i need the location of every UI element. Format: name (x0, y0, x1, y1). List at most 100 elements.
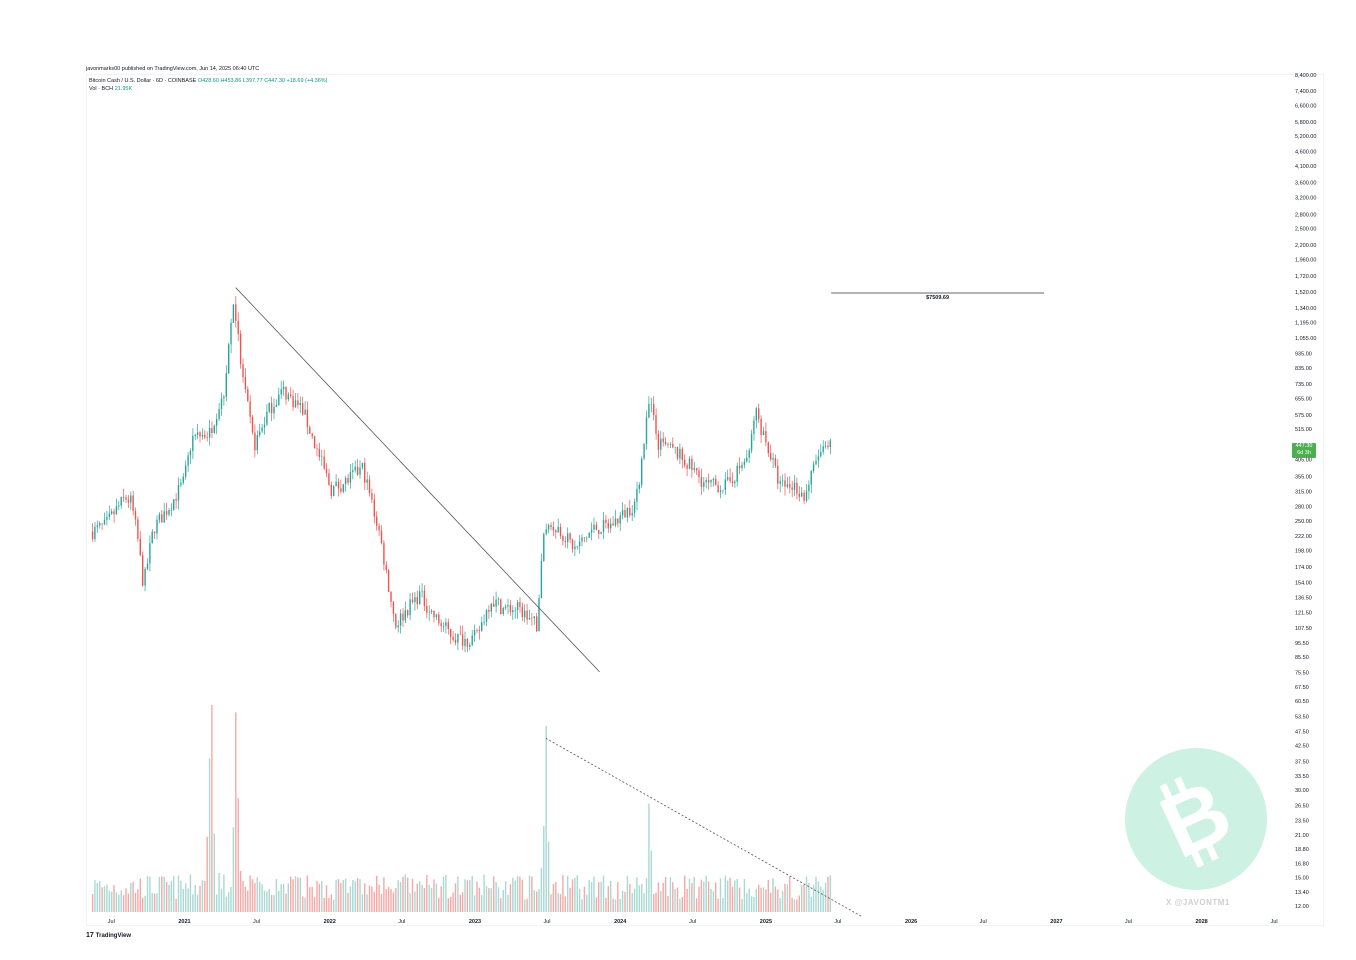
volume-bar (464, 879, 466, 912)
volume-bar (578, 889, 581, 912)
candle-body (748, 450, 750, 458)
volume-bar (146, 876, 149, 912)
candle-body (223, 396, 225, 399)
volume-bar (294, 876, 297, 912)
volume-bar (545, 725, 547, 912)
tradingview-logo[interactable]: 17 TradingView (86, 932, 131, 939)
volume-bar (249, 875, 251, 912)
candle-body (777, 465, 779, 484)
volume-bar (261, 884, 263, 912)
candle-body (526, 610, 528, 620)
volume-bar (600, 881, 602, 912)
high-value: H453.86 (220, 78, 242, 84)
volume-bar (493, 876, 495, 912)
volume-bar (285, 893, 287, 912)
publisher-line: javonmarks00 published on TradingView.co… (86, 66, 259, 72)
candle-body (793, 482, 796, 490)
volume-bar (256, 877, 258, 912)
candle-body (607, 523, 609, 529)
candle-body (674, 446, 676, 448)
volume-bar (134, 892, 137, 912)
volume-bar (796, 899, 798, 912)
volume-bar (519, 876, 521, 912)
candle-body (693, 467, 695, 470)
candle-body (550, 525, 552, 527)
candle-body (440, 623, 442, 627)
volume-bar (304, 897, 306, 912)
volume-bar (504, 881, 507, 912)
candle-body (342, 484, 344, 492)
volume-bar (466, 880, 469, 912)
volume-bar (684, 875, 686, 912)
volume-bar (299, 877, 301, 912)
volume-bar (514, 880, 516, 912)
volume-bar (672, 882, 674, 912)
volume-bar (344, 878, 347, 912)
volume-bar (655, 892, 657, 912)
y-tick-label: 405.00 (1295, 458, 1312, 464)
candle-body (103, 519, 106, 525)
candle-body (435, 614, 438, 618)
volume-bar (127, 893, 130, 912)
candle-body (120, 497, 122, 506)
candle-body (156, 519, 158, 534)
volume-bar (218, 873, 220, 912)
candle-body (750, 434, 753, 451)
candle-body (586, 537, 588, 539)
symbol-title[interactable]: Bitcoin Cash / U.S. Dollar · 6D · COINBA… (89, 78, 197, 84)
candle-body (325, 468, 328, 474)
volume-bar (318, 883, 321, 912)
volume-bar (495, 881, 497, 912)
volume-bar (290, 876, 292, 912)
candle-body (633, 501, 636, 513)
volume-bar (440, 886, 442, 912)
candle-body (287, 394, 289, 400)
volume-bar (781, 891, 784, 912)
candle-body (466, 639, 469, 647)
volume-bar (612, 898, 614, 912)
volume-bar (657, 882, 660, 912)
volume-bar (423, 888, 426, 912)
volume-bar (91, 894, 94, 912)
volume-bar (815, 876, 817, 912)
candle-body (132, 495, 134, 511)
candle-body (531, 617, 533, 619)
x-tick-label: 2028 (1195, 919, 1207, 925)
volume-bar (280, 884, 282, 912)
candle-body (206, 437, 208, 438)
candle-body (538, 598, 540, 632)
candle-body (500, 599, 502, 614)
candle-body (593, 524, 595, 530)
candle-body (266, 411, 268, 425)
candle-body (335, 481, 337, 487)
y-tick-label: 75.50 (1295, 671, 1309, 677)
volume-bar (626, 876, 629, 912)
candle-body (328, 473, 330, 485)
volume-bar (292, 879, 294, 912)
volume-label[interactable]: Vol · BCH (89, 86, 114, 92)
volume-bar (115, 892, 118, 912)
candle-body (664, 442, 667, 444)
y-tick-label: 53.50 (1295, 714, 1309, 720)
volume-bar (101, 887, 103, 912)
y-tick-label: 21.00 (1295, 833, 1309, 839)
volume-bar (638, 885, 640, 912)
candle-body (798, 493, 800, 497)
volume-bar (636, 877, 638, 912)
candle-body (125, 497, 127, 500)
candle-body (242, 364, 244, 377)
volume-bar (710, 888, 712, 912)
volume-bar (688, 878, 691, 912)
volume-bar (641, 883, 643, 912)
volume-bar (313, 897, 316, 912)
candle-body (536, 616, 538, 632)
candle-body (722, 490, 724, 491)
volume-bar (526, 898, 528, 912)
volume-bar (263, 890, 266, 912)
volume-bar (302, 896, 304, 912)
candle-body (734, 481, 736, 484)
volume-bar (605, 897, 607, 912)
volume-bar (557, 893, 559, 912)
volume-bar (430, 887, 433, 912)
